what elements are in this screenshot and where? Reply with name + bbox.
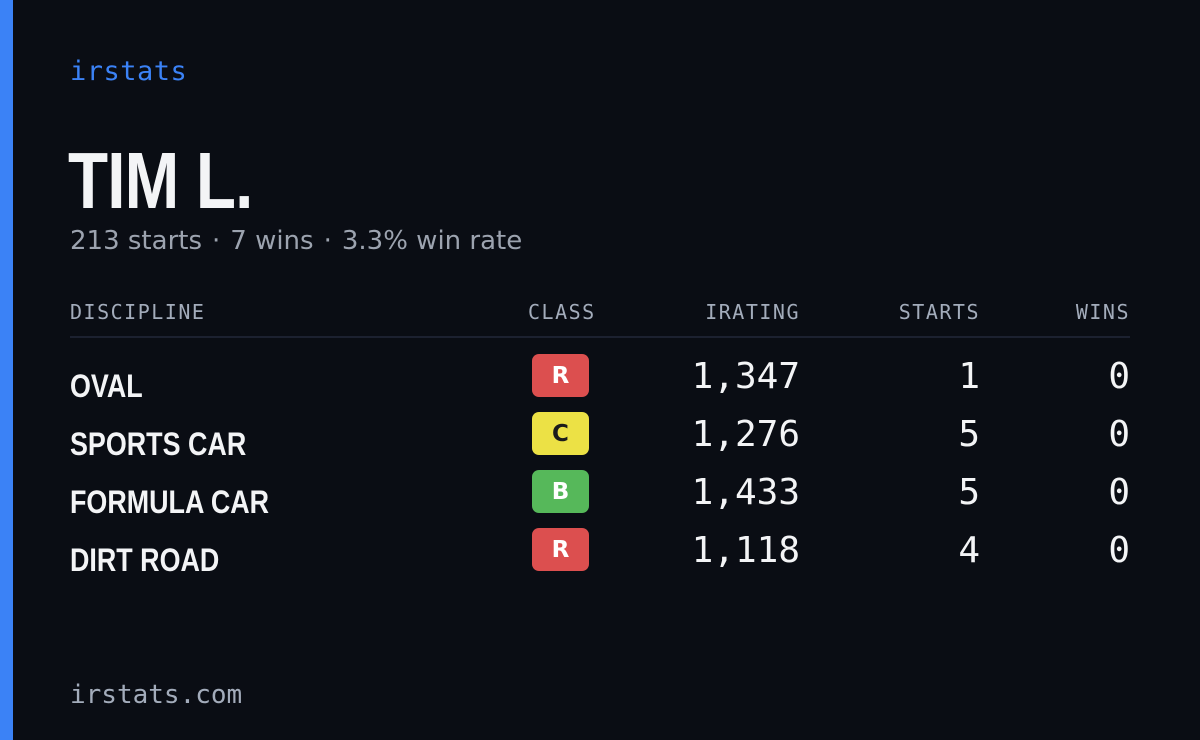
column-header-wins: WINS [1075,300,1130,324]
summary-starts: 213 starts [70,226,202,256]
starts-value: 4 [958,530,980,571]
summary-wins: 7 wins [230,226,314,256]
header-divider [70,336,1130,338]
wins-value: 0 [1108,414,1130,455]
discipline-name: SPORTS CAR [70,426,247,462]
class-badge: C [532,412,589,455]
brand-logo-text: irstats [70,56,188,87]
table-row: OVAL R 1,347 1 0 [0,354,1200,412]
accent-bar [0,0,13,740]
summary-separator: · [323,226,332,256]
stats-summary: 213 starts · 7 wins · 3.3% win rate [70,226,522,256]
wins-value: 0 [1108,356,1130,397]
discipline-name: DIRT ROAD [70,542,220,578]
summary-win-rate: 3.3% win rate [341,226,523,256]
player-name: TIM L. [68,136,253,225]
class-badge: R [532,528,589,571]
starts-value: 5 [958,472,980,513]
column-header-class: CLASS [528,300,596,324]
wins-value: 0 [1108,472,1130,513]
wins-value: 0 [1108,530,1130,571]
discipline-name: OVAL [70,368,143,404]
irating-value: 1,433 [691,472,800,513]
starts-value: 1 [958,356,980,397]
irating-value: 1,347 [691,356,800,397]
table-row: FORMULA CAR B 1,433 5 0 [0,470,1200,528]
summary-separator: · [212,226,221,256]
class-badge: B [532,470,589,513]
column-header-discipline: DISCIPLINE [70,300,206,324]
starts-value: 5 [958,414,980,455]
class-badge: R [532,354,589,397]
table-row: SPORTS CAR C 1,276 5 0 [0,412,1200,470]
table-row: DIRT ROAD R 1,118 4 0 [0,528,1200,586]
irating-value: 1,118 [691,530,800,571]
column-header-starts: STARTS [898,300,980,324]
discipline-name: FORMULA CAR [70,484,270,520]
footer-url: irstats.com [70,680,243,710]
column-header-irating: IRATING [705,300,800,324]
irating-value: 1,276 [691,414,800,455]
